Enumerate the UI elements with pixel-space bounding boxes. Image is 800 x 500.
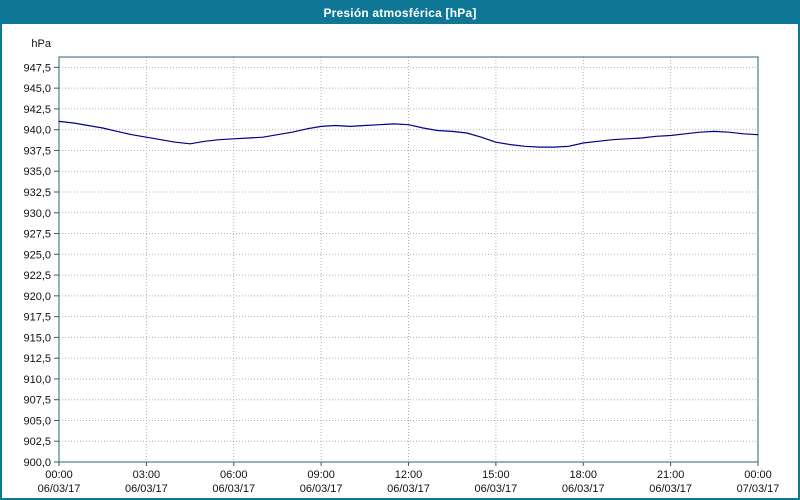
y-tick-label: 905,0 (23, 415, 51, 427)
x-tick-date: 06/03/17 (649, 483, 692, 495)
x-tick-date: 06/03/17 (300, 483, 343, 495)
x-tick-time: 00:00 (45, 469, 73, 481)
x-axis-labels: 00:00 06/03/17 03:00 06/03/17 06:00 06/03/17 0… (38, 462, 780, 495)
chart-title: Presión atmosférica [hPa] (2, 2, 798, 24)
x-tick-time: 06:00 (220, 469, 248, 481)
x-tick-time: 21:00 (657, 469, 685, 481)
x-tick-date: 07/03/17 (737, 483, 780, 495)
chart-area: 900,0 902,5 905,0 907,5 910,0 912,5 915,0 917,5… (2, 24, 798, 498)
y-tick-label: 947,5 (23, 62, 51, 74)
y-tick-label: 915,0 (23, 332, 51, 344)
y-axis-unit: hPa (31, 38, 51, 50)
y-tick-label: 922,5 (23, 270, 51, 282)
y-tick-label: 945,0 (23, 83, 51, 95)
y-tick-label: 920,0 (23, 291, 51, 303)
y-tick-label: 940,0 (23, 125, 51, 137)
y-tick-label: 910,0 (23, 374, 51, 386)
y-tick-label: 935,0 (23, 166, 51, 178)
x-tick-time: 09:00 (307, 469, 335, 481)
x-tick-time: 12:00 (395, 469, 423, 481)
x-tick-time: 18:00 (569, 469, 597, 481)
y-tick-label: 937,5 (23, 145, 51, 157)
y-tick-label: 912,5 (23, 353, 51, 365)
y-tick-label: 917,5 (23, 312, 51, 324)
y-tick-label: 902,5 (23, 436, 51, 448)
y-tick-label: 907,5 (23, 395, 51, 407)
y-tick-label: 932,5 (23, 187, 51, 199)
x-tick-date: 06/03/17 (38, 483, 81, 495)
x-tick-date: 06/03/17 (125, 483, 168, 495)
y-axis-labels: 900,0 902,5 905,0 907,5 910,0 912,5 915,0 917,5… (23, 38, 59, 469)
x-tick-date: 06/03/17 (562, 483, 605, 495)
x-tick-time: 03:00 (133, 469, 161, 481)
y-tick-label: 930,0 (23, 208, 51, 220)
pressure-chart: 900,0 902,5 905,0 907,5 910,0 912,5 915,0 917,5… (23, 38, 780, 495)
pressure-line (58, 120, 759, 148)
y-tick-label: 942,5 (23, 104, 51, 116)
y-tick-label: 927,5 (23, 229, 51, 241)
x-tick-date: 06/03/17 (474, 483, 517, 495)
x-tick-date: 06/03/17 (212, 483, 255, 495)
y-tick-label: 900,0 (23, 457, 51, 469)
x-tick-time: 15:00 (482, 469, 510, 481)
y-tick-label: 925,0 (23, 249, 51, 261)
x-tick-time: 00:00 (744, 469, 772, 481)
x-tick-date: 06/03/17 (387, 483, 430, 495)
grid (59, 57, 758, 462)
